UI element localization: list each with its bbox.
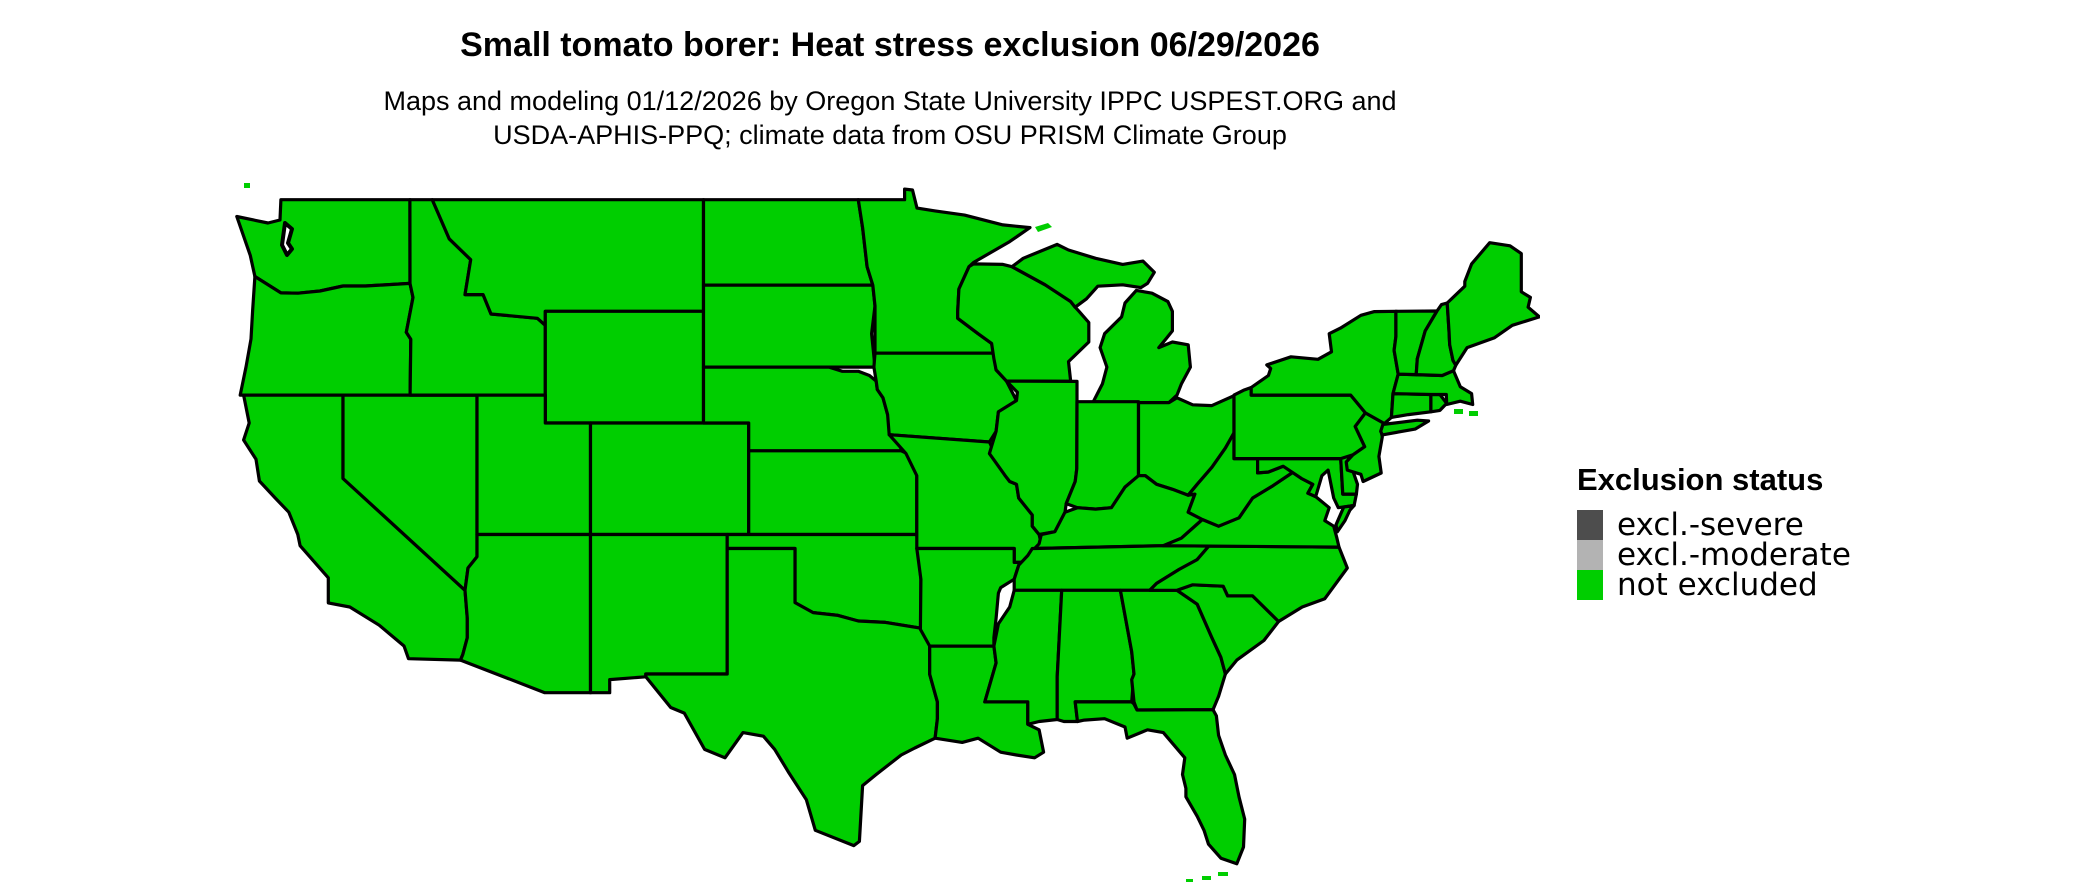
state-north-carolina — [1148, 544, 1349, 624]
legend-title: Exclusion status — [1577, 462, 1824, 497]
state-rhode-island — [1429, 392, 1449, 414]
state-florida — [1073, 700, 1247, 866]
state-new-mexico — [588, 532, 729, 695]
state-colorado — [588, 421, 751, 537]
state-kansas — [747, 449, 919, 537]
legend-row-not-excluded: not excluded — [1577, 567, 1851, 603]
florida-keys-1 — [1218, 872, 1228, 876]
puget-sound — [280, 221, 294, 257]
florida-keys-3 — [1186, 879, 1193, 882]
state-texas — [644, 546, 940, 848]
state-north-dakota — [701, 198, 875, 287]
state-shapes — [235, 187, 1540, 866]
legend-label-excl-moderate: excl.-moderate — [1617, 537, 1851, 573]
san-juan-islands — [244, 183, 250, 188]
legend-row-excl-severe: excl.-severe — [1577, 507, 1851, 543]
state-south-dakota — [701, 283, 877, 369]
state-michigan-upper-peninsula — [1010, 242, 1156, 309]
map-legend: Exclusion status excl.-severe excl.-mode… — [1577, 462, 1851, 603]
legend-row-excl-moderate: excl.-moderate — [1577, 537, 1851, 573]
state-oregon — [238, 274, 415, 397]
nantucket — [1469, 411, 1478, 416]
state-virginia-eastern-shore — [1334, 503, 1356, 534]
legend-label-excl-severe: excl.-severe — [1617, 507, 1804, 543]
state-washington — [235, 198, 412, 295]
state-arizona — [458, 532, 593, 695]
state-maine — [1445, 241, 1540, 367]
state-michigan-lower-peninsula — [1091, 288, 1193, 405]
page-title: Small tomato borer: Heat stress exclusio… — [460, 26, 1320, 64]
state-pennsylvania — [1232, 385, 1368, 461]
us-states-choropleth-map — [235, 183, 1540, 882]
legend-swatch-not-excluded — [1577, 570, 1603, 600]
state-connecticut — [1389, 392, 1433, 419]
legend-swatch-excl-moderate — [1577, 540, 1603, 570]
marthas-vineyard — [1454, 409, 1463, 414]
coastal-islands — [244, 183, 1478, 882]
isle-royale — [1035, 223, 1052, 232]
state-wyoming — [543, 309, 706, 425]
subtitle-line-2: USDA-APHIS-PPQ; climate data from OSU PR… — [493, 120, 1287, 150]
subtitle-line-1: Maps and modeling 01/12/2026 by Oregon S… — [383, 86, 1397, 116]
subtitle: Maps and modeling 01/12/2026 by Oregon S… — [190, 84, 1590, 152]
legend-swatch-excl-severe — [1577, 510, 1603, 540]
legend-label-not-excluded: not excluded — [1617, 567, 1818, 603]
florida-keys-2 — [1202, 876, 1211, 880]
